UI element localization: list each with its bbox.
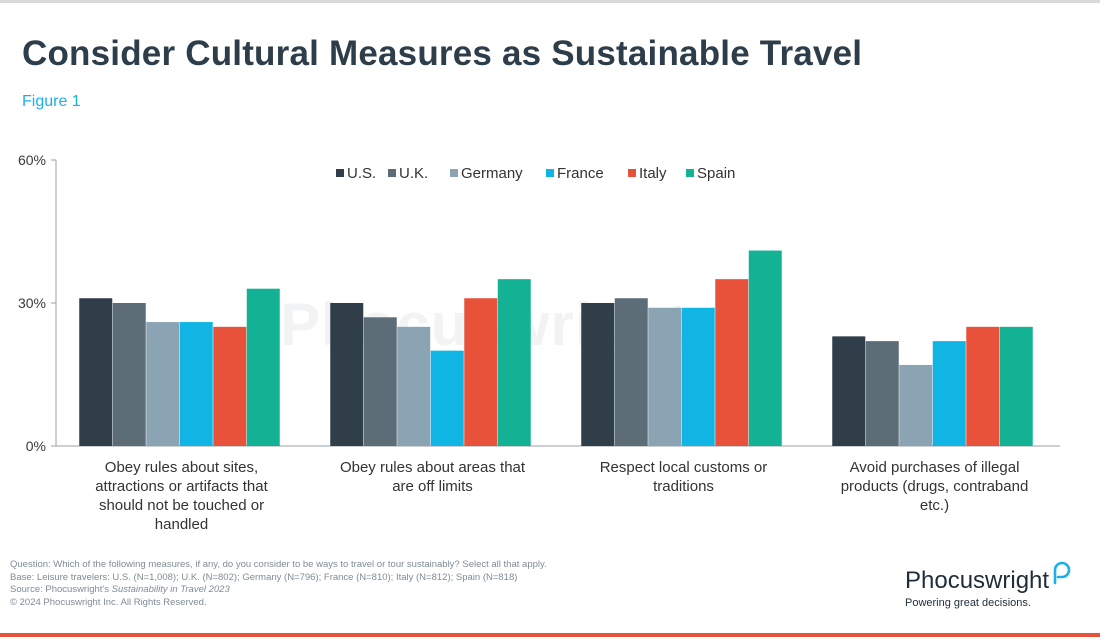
bar-spain-1 xyxy=(246,288,280,446)
brand-name: Phocuswright xyxy=(905,567,1050,594)
legend-label: France xyxy=(557,165,604,182)
speech-bubble-icon xyxy=(1053,561,1071,585)
legend-swatch xyxy=(686,169,694,177)
footer-question: Question: Which of the following measure… xyxy=(10,559,547,570)
footer-source-title: Sustainability in Travel 2023 xyxy=(111,584,230,595)
figure-label: Figure 1 xyxy=(22,93,81,110)
page-title: Consider Cultural Measures as Sustainabl… xyxy=(22,34,863,73)
x-category-label: Obey rules about sites, attractions or ar… xyxy=(95,459,268,533)
footer-base: Base: Leisure travelers: U.S. (N=1,008);… xyxy=(10,571,518,583)
bar-uk-3 xyxy=(614,298,648,446)
bar-italy-3 xyxy=(715,279,749,446)
x-category-label: Avoid purchases of illegal products (drug… xyxy=(841,459,1029,514)
legend-label: U.K. xyxy=(399,165,428,182)
bar-germany-4 xyxy=(899,364,933,446)
top-divider xyxy=(0,0,1100,3)
bar-uk-1 xyxy=(112,303,146,446)
bar-spain-4 xyxy=(999,326,1033,446)
bar-france-2 xyxy=(430,350,464,446)
legend-label: Spain xyxy=(697,165,735,182)
legend-label: Italy xyxy=(639,165,667,182)
bar-italy-2 xyxy=(464,298,498,446)
y-tick-label: 30% xyxy=(18,295,46,311)
bottom-accent-bar xyxy=(0,633,1100,637)
footer-source: Source: Phocuswright's Sustainability in… xyxy=(10,584,790,597)
bar-france-4 xyxy=(932,341,966,446)
bar-us-1 xyxy=(79,298,113,446)
bar-italy-4 xyxy=(966,326,1000,446)
bar-chart: 0% 30% 60% Obey rules about sites, attractio… xyxy=(18,152,1060,533)
bar-uk-4 xyxy=(865,341,899,446)
bar-france-3 xyxy=(681,307,715,446)
x-category-label: Respect local customs or traditions xyxy=(600,459,768,495)
bar-us-2 xyxy=(330,303,364,446)
x-category-label: Obey rules about areas that are off limit… xyxy=(340,459,526,495)
bar-germany-2 xyxy=(397,326,431,446)
legend-swatch xyxy=(628,169,636,177)
brand-tagline: Powering great decisions. xyxy=(905,597,1031,609)
legend-swatch xyxy=(546,169,554,177)
bar-spain-2 xyxy=(497,279,531,446)
bar-us-3 xyxy=(581,303,615,446)
bar-germany-3 xyxy=(648,307,682,446)
bar-italy-1 xyxy=(213,326,247,446)
legend-swatch xyxy=(450,169,458,177)
bar-germany-1 xyxy=(146,322,180,446)
legend-swatch xyxy=(336,169,344,177)
bar-france-1 xyxy=(179,322,213,446)
legend-label: Germany xyxy=(461,165,523,182)
y-tick-label: 60% xyxy=(18,152,46,168)
bar-spain-3 xyxy=(748,250,782,446)
bar-uk-2 xyxy=(363,317,397,446)
bar-us-4 xyxy=(832,336,866,446)
footer-copyright: © 2024 Phocuswright Inc. All Rights Rese… xyxy=(10,596,207,608)
y-tick-label: 0% xyxy=(26,438,46,454)
legend-label: U.S. xyxy=(347,165,376,182)
legend-swatch xyxy=(388,169,396,177)
brand-logo: Phocuswright Powering great decisions. xyxy=(905,561,1095,609)
footer-notes: Question: Which of the following measure… xyxy=(10,559,790,609)
footer-source-prefix: Source: Phocuswright's xyxy=(10,584,112,595)
